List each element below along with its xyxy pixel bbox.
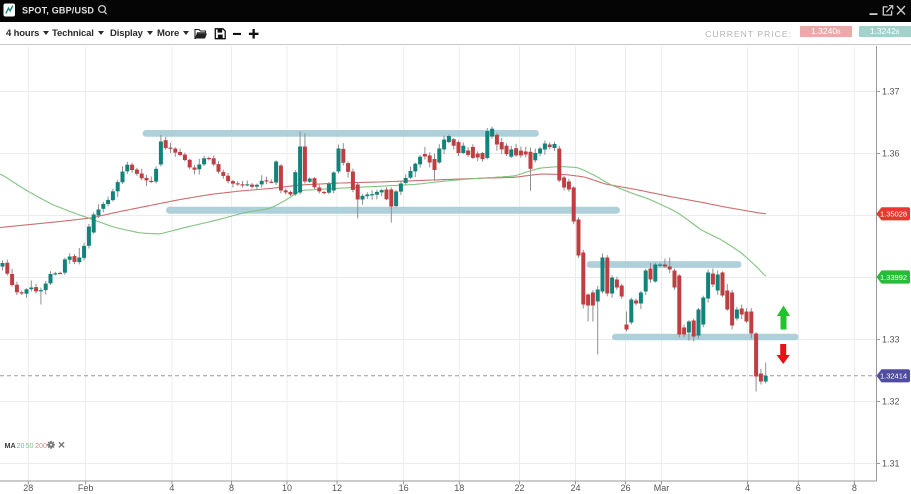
- svg-text:8: 8: [229, 483, 234, 493]
- svg-text:4: 4: [169, 483, 174, 493]
- svg-text:26: 26: [620, 483, 630, 493]
- svg-text:12: 12: [332, 483, 342, 493]
- svg-text:SPOT, GBP/USD: SPOT, GBP/USD: [22, 5, 94, 15]
- svg-text:1.36: 1.36: [882, 148, 900, 158]
- svg-text:8: 8: [852, 483, 857, 493]
- svg-text:18: 18: [454, 483, 464, 493]
- svg-text:6: 6: [796, 483, 801, 493]
- svg-text:4: 4: [745, 483, 750, 493]
- svg-text:1.33992: 1.33992: [880, 272, 907, 281]
- svg-text:28: 28: [23, 483, 33, 493]
- svg-text:1.31: 1.31: [882, 458, 900, 468]
- svg-text:1.37: 1.37: [882, 86, 900, 96]
- svg-text:22: 22: [514, 483, 524, 493]
- svg-text:1.32: 1.32: [882, 396, 900, 406]
- svg-text:1.33: 1.33: [882, 334, 900, 344]
- svg-text:1.32414: 1.32414: [880, 371, 907, 380]
- svg-text:1.35028: 1.35028: [880, 209, 907, 218]
- svg-text:24: 24: [570, 483, 580, 493]
- svg-text:Mar: Mar: [654, 483, 670, 493]
- svg-text:16: 16: [399, 483, 409, 493]
- svg-text:10: 10: [282, 483, 292, 493]
- svg-text:Feb: Feb: [78, 483, 94, 493]
